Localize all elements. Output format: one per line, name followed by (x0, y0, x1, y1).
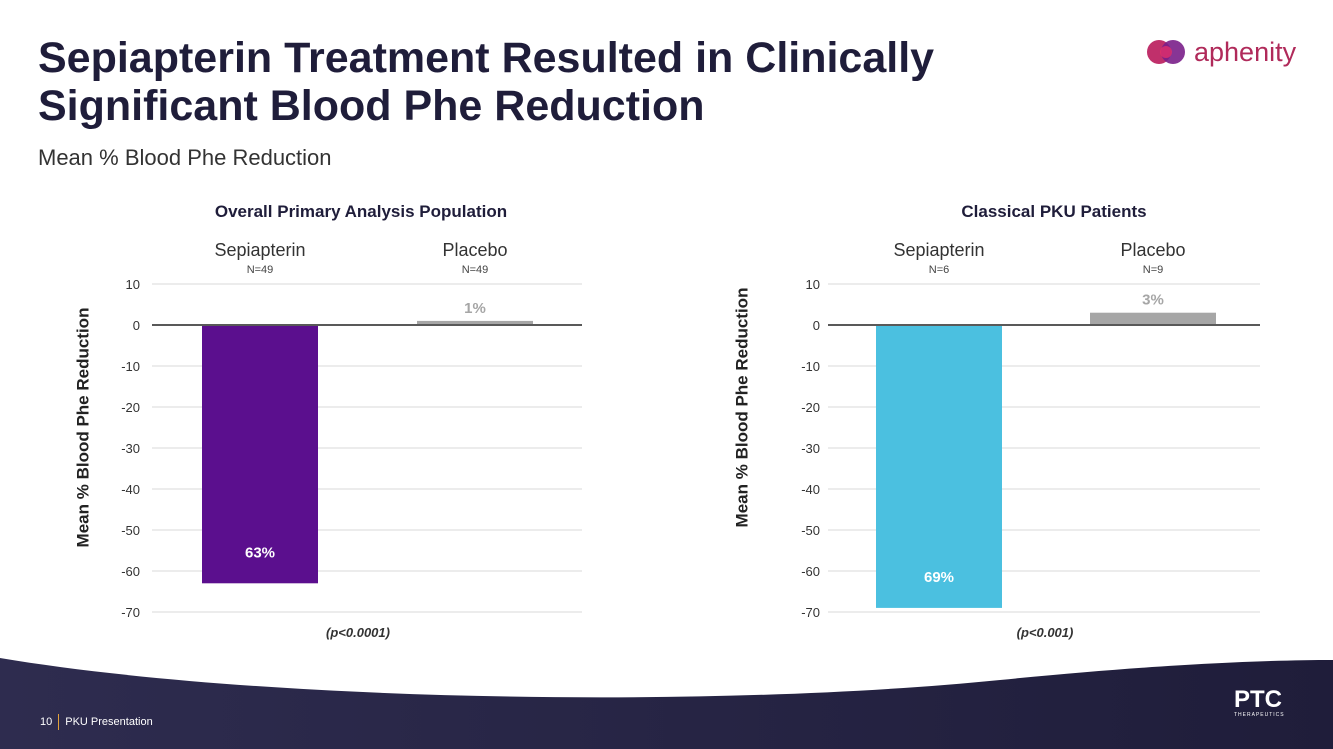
chart-2-title: Classical PKU Patients (961, 202, 1147, 221)
chart-1-bar-placebo (417, 320, 533, 325)
chart-1-title: Overall Primary Analysis Population (214, 202, 508, 221)
logo-text: aphenity (1194, 36, 1297, 67)
chart-1-p-value: (p<0.0001) (326, 625, 390, 640)
chart-1-data-label-sepiapterin: 63% (245, 544, 275, 561)
footer-wave (0, 658, 1333, 749)
chart-2-y-tick-label: -30 (801, 441, 820, 456)
footer-info: 10 PKU Presentation (40, 714, 153, 730)
chart-1-category-label-sepiapterin: Sepiapterin (214, 240, 306, 260)
page-number: 10 (40, 716, 53, 728)
ptc-logo-text: PTC (1234, 686, 1282, 713)
chart-2-y-tick-label: 10 (806, 277, 820, 292)
chart-1-y-tick-label: -10 (121, 359, 140, 374)
chart-1-y-tick-label: -70 (121, 605, 140, 620)
chart-2-p-value: (p<0.001) (1016, 625, 1074, 640)
chart-2-y-tick-label: -40 (801, 482, 820, 497)
chart-2-y-tick-label: -60 (801, 564, 820, 579)
footer-label: PKU Presentation (65, 716, 153, 728)
chart-1-bar-sepiapterin (202, 325, 318, 584)
chart-1-y-tick-label: 10 (126, 277, 140, 292)
chart-2-y-tick-label: -10 (801, 359, 820, 374)
chart-2-data-label-sepiapterin: 69% (924, 569, 954, 586)
aphenity-logo-icon (1147, 40, 1185, 64)
chart-1-y-tick-label: -20 (121, 400, 140, 415)
chart-1-y-tick-label: -50 (121, 523, 140, 538)
chart-1-data-label-placebo: 1% (464, 300, 486, 317)
chart-1-y-tick-label: -40 (121, 482, 140, 497)
page-subtitle: Mean % Blood Phe Reduction (38, 145, 332, 170)
chart-2-y-tick-label: 0 (813, 318, 820, 333)
chart-1-n-label-placebo: N=49 (461, 264, 489, 276)
chart-2-bar-placebo (1090, 312, 1216, 325)
chart-2-n-label-placebo: N=9 (1142, 264, 1164, 276)
chart-1-y-tick-label: -30 (121, 441, 140, 456)
page-title: Sepiapterin Treatment Resulted in Clinic… (38, 34, 935, 130)
chart-1-category-label-placebo: Placebo (442, 240, 508, 260)
chart-1-y-tick-label: -60 (121, 564, 140, 579)
ptc-logo-subtext: THERAPEUTICS (1234, 712, 1285, 718)
footer-divider (58, 714, 60, 730)
chart-2-y-tick-label: -50 (801, 523, 820, 538)
chart-2-y-tick-label: -20 (801, 400, 820, 415)
chart-2-category-label-sepiapterin: Sepiapterin (893, 240, 985, 260)
chart-1-n-label-sepiapterin: N=49 (246, 264, 274, 276)
chart-2-bar-sepiapterin (876, 325, 1002, 608)
aphenity-logo: aphenity (1146, 33, 1316, 71)
chart-2-n-label-sepiapterin: N=6 (928, 264, 950, 276)
chart-2-y-tick-label: -70 (801, 605, 820, 620)
chart-2-data-label-placebo: 3% (1142, 292, 1164, 309)
ptc-logo: PTC THERAPEUTICS (1234, 686, 1304, 726)
chart-2-category-label-placebo: Placebo (1120, 240, 1186, 260)
chart-1-y-tick-label: 0 (133, 318, 140, 333)
